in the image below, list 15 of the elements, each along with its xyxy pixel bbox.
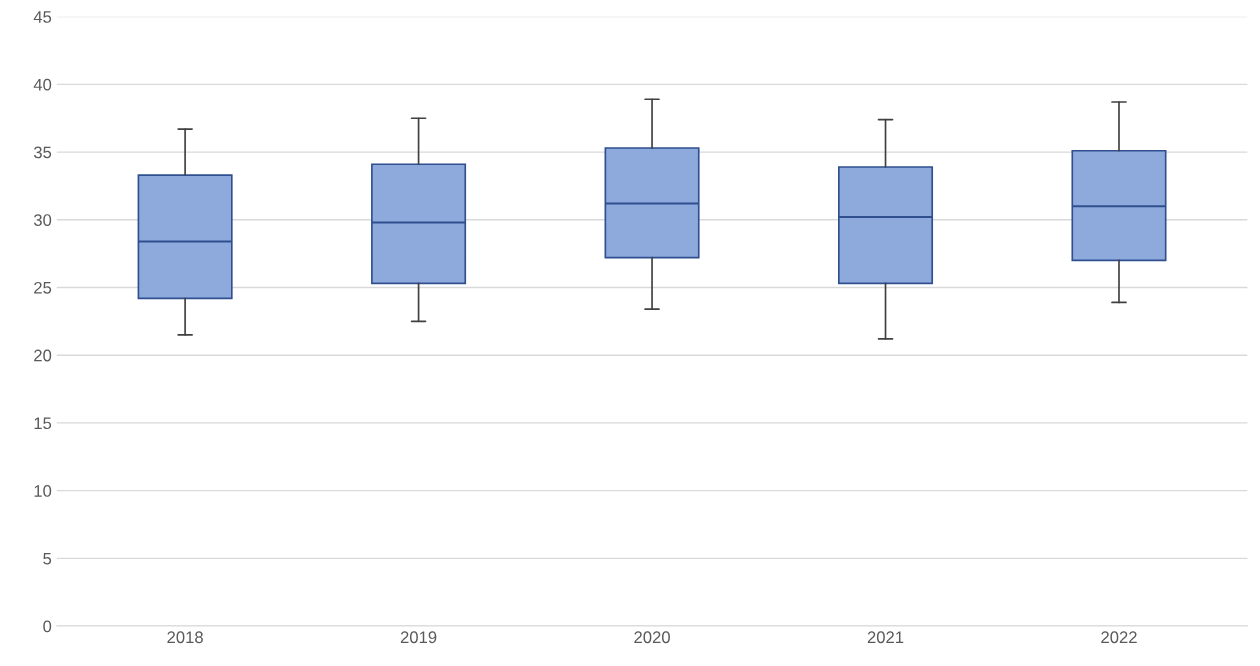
y-tick-label: 25 xyxy=(34,281,52,294)
x-tick-label: 2019 xyxy=(400,631,437,644)
x-tick-label: 2021 xyxy=(867,631,904,644)
y-tick-label: 45 xyxy=(33,11,52,23)
y-tick-label: 30 xyxy=(33,214,52,226)
x-tick-label: 2020 xyxy=(634,631,670,644)
x-tick-label: 2022 xyxy=(1101,631,1137,644)
y-tick-label: 35 xyxy=(33,146,52,159)
y-tick-label: 0 xyxy=(43,620,52,633)
x-tick-label: 2018 xyxy=(167,631,203,644)
y-tick-label: 20 xyxy=(34,349,52,362)
y-tick-label: 40 xyxy=(33,78,52,91)
y-tick-label: 15 xyxy=(34,417,52,430)
y-tick-label: 5 xyxy=(43,552,52,565)
y-tick-label: 10 xyxy=(34,485,52,497)
